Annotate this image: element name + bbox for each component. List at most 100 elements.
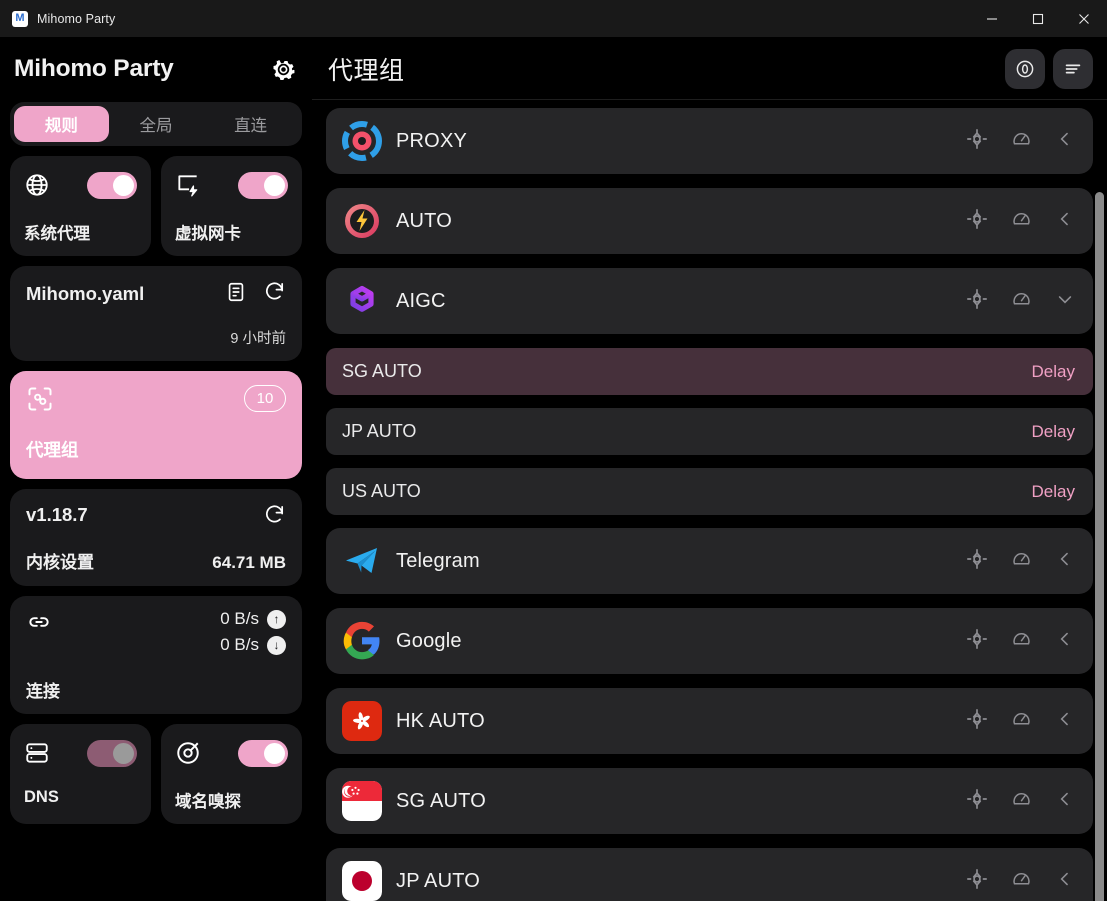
group-row-jp-auto[interactable]: JP AUTO (326, 848, 1093, 901)
locate-fixed-icon[interactable] (966, 128, 988, 155)
refresh-icon[interactable] (263, 280, 286, 308)
card-sniffer[interactable]: 域名嗅探 (161, 724, 302, 824)
gear-icon[interactable] (271, 57, 296, 82)
locate-fixed-icon[interactable] (966, 288, 988, 315)
locate-fixed-icon[interactable] (966, 628, 988, 655)
chevron-left-icon[interactable] (1055, 549, 1075, 574)
group-name: SG AUTO (396, 789, 486, 812)
card-connections[interactable]: 0 B/s ↑ 0 B/s ↓ 连接 (10, 596, 302, 714)
app-body: Mihomo Party 规则 全局 直连 (0, 38, 1107, 901)
gauge-icon[interactable] (1011, 548, 1032, 574)
window-title: Mihomo Party (37, 11, 116, 26)
minimize-icon[interactable] (969, 0, 1015, 38)
close-icon[interactable] (1061, 0, 1107, 38)
dns-label: DNS (24, 788, 59, 806)
group-row-auto[interactable]: AUTO (326, 188, 1093, 254)
locate-fixed-icon[interactable] (966, 548, 988, 575)
gauge-icon[interactable] (1011, 788, 1032, 814)
tun-device-icon (175, 172, 201, 198)
card-tun-device[interactable]: 虚拟网卡 (161, 156, 302, 256)
chevron-left-icon[interactable] (1055, 209, 1075, 234)
proxy-group-count-badge: 10 (244, 385, 286, 412)
core-version: v1.18.7 (26, 503, 88, 525)
proxy-group-list[interactable]: PROXY (312, 100, 1107, 901)
group-row-sg-auto[interactable]: SG AUTO (326, 768, 1093, 834)
proxy-item-sg-auto[interactable]: SG AUTO Delay (326, 348, 1093, 395)
globe-icon (24, 172, 50, 198)
gauge-icon[interactable] (1011, 628, 1032, 654)
card-core-settings[interactable]: v1.18.7 内核设置 64.71 MB (10, 489, 302, 586)
tab-direct[interactable]: 直连 (234, 117, 268, 135)
flag-sg-icon (342, 781, 382, 821)
proxy-item-name: SG AUTO (342, 361, 422, 381)
list-icon[interactable] (1053, 48, 1093, 89)
locate-fixed-icon[interactable] (966, 788, 988, 815)
flag-hk-icon (342, 701, 382, 741)
document-icon[interactable] (225, 281, 247, 308)
profile-updated: 9 小时前 (230, 331, 286, 347)
gauge-icon[interactable] (1011, 288, 1032, 314)
mihomo-logo-icon: M (12, 10, 28, 27)
group-name: Telegram (396, 549, 480, 572)
locate-fixed-icon[interactable] (966, 868, 988, 895)
gauge-icon[interactable] (1011, 868, 1032, 894)
gauge-icon[interactable] (1011, 208, 1032, 234)
card-profile[interactable]: Mihomo.yaml 9 小 (10, 266, 302, 361)
delay-label[interactable]: Delay (1031, 481, 1075, 501)
group-name: Google (396, 629, 462, 652)
group-name: AUTO (396, 209, 452, 232)
main-header: 代理组 (312, 38, 1107, 100)
title-bar: M Mihomo Party (0, 0, 1107, 38)
chevron-down-icon[interactable] (1055, 289, 1075, 314)
sidebar: Mihomo Party 规则 全局 直连 (0, 38, 312, 901)
sniffer-toggle[interactable] (238, 739, 288, 767)
locate-fixed-icon[interactable] (966, 708, 988, 735)
chevron-left-icon[interactable] (1055, 869, 1075, 894)
tab-rule[interactable]: 规则 (14, 106, 109, 142)
list-scrollbar[interactable] (1095, 192, 1104, 901)
proxy-item-jp-auto[interactable]: JP AUTO Delay (326, 408, 1093, 455)
tun-device-toggle[interactable] (238, 171, 288, 199)
flag-jp-icon (342, 861, 382, 901)
chevron-left-icon[interactable] (1055, 129, 1075, 154)
circle-zero-icon[interactable] (1005, 48, 1045, 89)
gauge-icon[interactable] (1011, 708, 1032, 734)
tab-global[interactable]: 全局 (139, 117, 173, 135)
delay-label[interactable]: Delay (1031, 421, 1075, 441)
card-dns[interactable]: DNS (10, 724, 151, 824)
chevron-left-icon[interactable] (1055, 629, 1075, 654)
openai-knot-icon (350, 285, 374, 312)
dns-toggle[interactable] (87, 739, 137, 767)
delay-label[interactable]: Delay (1031, 361, 1075, 381)
group-row-proxy[interactable]: PROXY (326, 108, 1093, 174)
connections-label: 连接 (26, 682, 60, 701)
group-row-aigc[interactable]: AIGC (326, 268, 1093, 334)
chevron-left-icon[interactable] (1055, 709, 1075, 734)
sidebar-item-label: 代理组 (26, 440, 79, 460)
card-system-proxy[interactable]: 系统代理 (10, 156, 151, 256)
group-name: JP AUTO (396, 869, 481, 892)
sniffer-label: 域名嗅探 (175, 793, 241, 811)
proxy-item-us-auto[interactable]: US AUTO Delay (326, 468, 1093, 515)
sniff-icon (175, 740, 201, 766)
group-name: HK AUTO (396, 709, 485, 732)
bottom-card-row: DNS 域名嗅探 (10, 724, 302, 824)
gauge-icon[interactable] (1011, 128, 1032, 154)
maximize-icon[interactable] (1015, 0, 1061, 38)
tun-device-label: 虚拟网卡 (175, 225, 241, 243)
group-row-hk-auto[interactable]: HK AUTO (326, 688, 1093, 754)
app-name: Mihomo Party (14, 55, 174, 82)
refresh-icon[interactable] (263, 503, 286, 526)
group-row-telegram[interactable]: Telegram (326, 528, 1093, 594)
proxy-item-name: US AUTO (342, 481, 421, 501)
group-row-google[interactable]: Google (326, 608, 1093, 674)
system-proxy-toggle[interactable] (87, 171, 137, 199)
locate-fixed-icon[interactable] (966, 208, 988, 235)
telegram-icon (346, 548, 377, 573)
core-memory: 64.71 MB (212, 553, 286, 572)
chevron-left-icon[interactable] (1055, 789, 1075, 814)
proxy-group-icon (26, 385, 54, 413)
arrow-down-icon: ↓ (267, 635, 286, 655)
page-title: 代理组 (328, 56, 405, 85)
sidebar-item-proxy-groups[interactable]: 10 代理组 (10, 371, 302, 479)
